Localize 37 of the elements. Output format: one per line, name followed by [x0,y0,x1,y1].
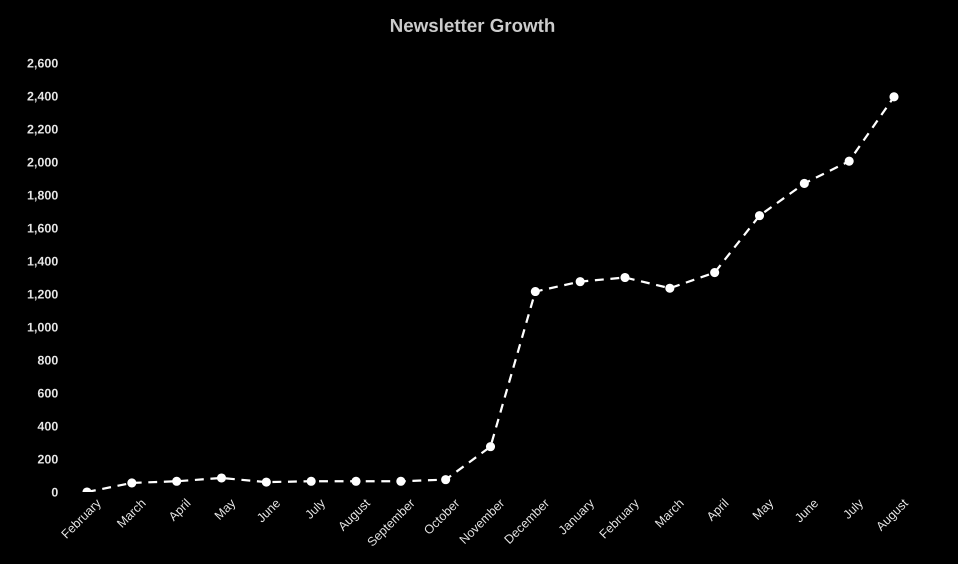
y-tick-label: 400 [38,422,58,431]
point [127,478,136,488]
point [530,287,540,296]
y-tick-label: 800 [38,356,58,365]
y-tick-label: 2,200 [27,124,58,136]
point [665,284,674,293]
y-tick-label: 0 [52,488,58,497]
point [396,476,406,486]
y-tick-label: 1,800 [28,190,58,202]
x-tick-label: July [304,498,328,522]
point [620,272,630,282]
y-tick-label: 1,000 [28,322,58,334]
point [216,473,226,482]
x-tick-label: May [214,498,238,522]
point [710,268,720,278]
y-tick-label: 2,000 [27,158,58,168]
point [262,478,271,487]
y-tick-label: 1,200 [28,290,58,300]
x-tick-label: May [752,498,776,522]
y-tick-label: 200 [38,454,58,464]
chart-title: Newsletter Growth [390,18,554,32]
point [172,476,182,486]
x-tick-label: July [842,498,866,522]
point [306,476,316,486]
point [486,442,496,452]
point [351,476,361,486]
y-tick-label: 1,600 [28,224,58,234]
y-tick-label: 2,400 [27,92,58,102]
point [754,211,764,220]
y-tick-label: 2,600 [27,58,58,70]
point [889,92,899,102]
point [441,475,450,484]
point [576,277,585,286]
y-tick-label: 1,400 [28,256,58,268]
point [844,156,854,166]
y-tick-label: 600 [38,388,58,398]
point [800,178,809,188]
